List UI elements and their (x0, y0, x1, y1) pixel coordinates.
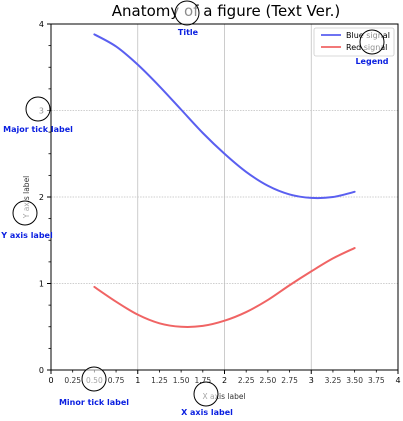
minor-x-tick-label: 2.75 (281, 376, 298, 385)
chart-title: Anatomy of a figure (Text Ver.) (112, 2, 340, 20)
major-tick-label-annotation: Major tick label (3, 125, 73, 134)
minor-x-tick-label: 0.75 (108, 376, 125, 385)
legend-annotation: Legend (355, 57, 388, 66)
blue-signal-line (93, 33, 356, 200)
minor-x-tick-label: 2.50 (260, 376, 277, 385)
major-x-tick-label: 1 (135, 376, 140, 385)
minor-x-tick-label: 1.75 (194, 376, 211, 385)
minor-tick-label-annotation: Minor tick label (59, 398, 129, 407)
major-x-tick-label: 4 (395, 376, 400, 385)
major-y-tick-label: 4 (39, 20, 44, 29)
major-x-tick-label: 0 (48, 376, 53, 385)
x-axis-label-annotation: X axis label (181, 408, 233, 417)
grid (51, 24, 398, 370)
major-y-tick-label: 2 (39, 193, 44, 202)
minor-x-tick-label: 2.25 (238, 376, 255, 385)
title-annotation: Title (178, 28, 199, 37)
minor-x-tick-label: 3.50 (346, 376, 363, 385)
y-axis-label-annotation: Y axis label (0, 231, 53, 240)
y-axis-marker-circle (12, 200, 38, 226)
minor-tick-marker-circle (81, 366, 107, 392)
major-tick-marker-circle (25, 96, 51, 122)
minor-x-tick-label: 1.25 (151, 376, 168, 385)
x-axis-label: X axis label (202, 392, 245, 401)
axis-ticks: 012340.250.500.751.251.501.752.252.502.7… (39, 20, 401, 385)
x-axis-marker-circle (193, 381, 219, 407)
minor-x-tick-label: 3.75 (368, 376, 385, 385)
annotations: Title Legend Major tick label Y axis lab… (0, 0, 389, 417)
minor-x-tick-label: 1.50 (173, 376, 190, 385)
y-axis-label: Y axis label (22, 176, 31, 220)
major-y-tick-label: 1 (39, 280, 44, 289)
major-x-tick-label: 2 (222, 376, 227, 385)
title-marker-circle (174, 0, 200, 26)
red-signal-line (93, 247, 356, 328)
major-x-tick-label: 3 (309, 376, 314, 385)
major-y-tick-label: 0 (39, 366, 44, 375)
minor-x-tick-label: 0.25 (64, 376, 81, 385)
series-layer (93, 33, 356, 328)
minor-x-tick-label: 3.25 (325, 376, 342, 385)
legend-marker-circle (359, 29, 385, 55)
